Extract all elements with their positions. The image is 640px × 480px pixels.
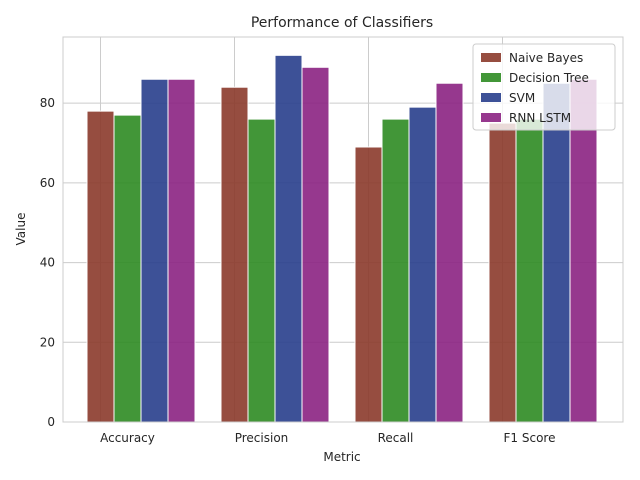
axes: 0 20 40 60 80 Accuracy Precision Recall F1 Score bbox=[40, 36, 624, 445]
legend-label: RNN LSTM bbox=[509, 111, 571, 125]
bar-naive-bayes-f1-score bbox=[488, 122, 517, 423]
x-axis-label: Metric bbox=[323, 450, 360, 464]
legend-label: Decision Tree bbox=[509, 71, 589, 85]
plot-frame bbox=[62, 36, 624, 423]
bar-rnn-lstm-f1-score bbox=[569, 78, 598, 423]
legend-label: Naive Bayes bbox=[509, 51, 583, 65]
y-tick-label: 60 bbox=[40, 176, 55, 190]
bar-naive-bayes-accuracy bbox=[86, 110, 115, 423]
x-tick-label: Accuracy bbox=[100, 431, 155, 445]
bar-naive-bayes-precision bbox=[220, 86, 249, 423]
bar-svm-precision bbox=[274, 54, 303, 423]
bar-decision-tree-f1-score bbox=[515, 118, 544, 423]
x-tick-label: F1 Score bbox=[504, 431, 556, 445]
legend-swatch bbox=[481, 93, 501, 102]
bars bbox=[86, 54, 598, 423]
bar-rnn-lstm-recall bbox=[435, 82, 464, 423]
y-tick-label: 0 bbox=[47, 415, 55, 429]
bar-decision-tree-recall bbox=[381, 118, 410, 423]
bar-svm-accuracy bbox=[140, 78, 169, 423]
legend-swatch bbox=[481, 113, 501, 122]
legend-swatch bbox=[481, 73, 501, 82]
bar-svm-recall bbox=[408, 106, 437, 423]
legend-swatch bbox=[481, 53, 501, 62]
legend-box bbox=[472, 43, 616, 131]
bar-naive-bayes-recall bbox=[354, 146, 383, 423]
legend: Naive Bayes Decision Tree SVM RNN LSTM bbox=[472, 43, 616, 131]
legend-label: SVM bbox=[509, 91, 535, 105]
bar-rnn-lstm-accuracy bbox=[167, 78, 196, 423]
y-tick-label: 40 bbox=[40, 256, 55, 270]
x-tick-label: Precision bbox=[235, 431, 289, 445]
chart-title: Performance of Classifiers bbox=[251, 15, 433, 31]
bar-rnn-lstm-precision bbox=[301, 66, 330, 423]
bar-decision-tree-precision bbox=[247, 118, 276, 423]
y-tick-label: 80 bbox=[40, 96, 55, 110]
bar-decision-tree-accuracy bbox=[113, 114, 142, 423]
x-tick-label: Recall bbox=[378, 431, 414, 445]
y-tick-label: 20 bbox=[40, 335, 55, 349]
y-axis-label: Value bbox=[14, 213, 28, 246]
bar-svm-f1-score bbox=[542, 82, 571, 423]
